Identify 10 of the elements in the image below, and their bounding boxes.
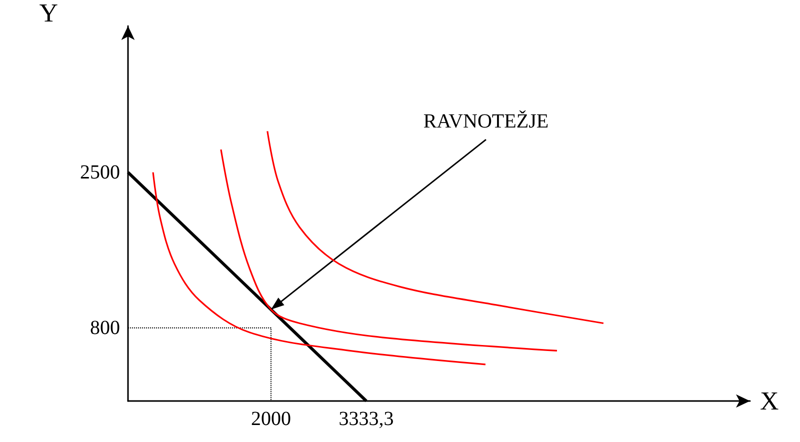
y-axis-title: Y — [39, 0, 58, 28]
line-series — [266, 130, 604, 324]
y-tick-label: 2500 — [80, 161, 120, 184]
y-tick-label: 800 — [90, 316, 120, 339]
line-series — [152, 172, 486, 366]
annotation: RAVNOTEŽJE — [423, 110, 549, 133]
x-tick-label: 3333,3 — [338, 408, 394, 430]
line-series — [220, 148, 558, 352]
x-tick-label: 2000 — [250, 408, 291, 430]
x-axis-title: X — [760, 386, 779, 416]
